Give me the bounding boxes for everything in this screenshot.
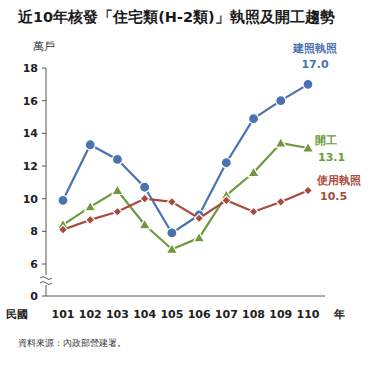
source: 資料來源：內政部營建署。: [18, 338, 126, 348]
y-tick: [42, 133, 46, 134]
marker: [85, 201, 96, 211]
series-line: [63, 143, 308, 249]
marker: [275, 138, 286, 148]
x-tick-label: 103: [106, 308, 129, 321]
plot-area: [58, 79, 314, 253]
series-label: 使用執照: [316, 174, 361, 187]
axis-break: [40, 277, 52, 285]
y-tick-label: 8: [30, 225, 38, 238]
y-axis-label: 萬戶: [33, 40, 55, 52]
series-label: 開工: [315, 134, 337, 147]
y-tick-label: 16: [23, 95, 39, 108]
marker: [222, 196, 231, 205]
x-tick-label: 101: [52, 308, 75, 321]
marker: [85, 140, 95, 150]
x-tick-label: 102: [79, 308, 102, 321]
x-axis-label: 年: [333, 308, 345, 321]
y-tick: [42, 166, 46, 167]
marker: [303, 143, 314, 153]
y-tick-label: 18: [23, 62, 38, 75]
y-tick: [42, 68, 46, 69]
axis-break-bg: [40, 275, 52, 285]
marker: [112, 185, 123, 195]
x-tick-label: 105: [160, 308, 183, 321]
marker: [249, 207, 258, 216]
marker: [58, 195, 68, 205]
chart: 近10年核發「住宅類(H-2類)」執照及開工趨勢萬戶 0 6 8 10 12 14 16 18 民…: [0, 0, 375, 370]
marker: [221, 158, 231, 168]
marker: [86, 215, 95, 224]
marker: [166, 244, 177, 254]
title: 近10年核發「住宅類(H-2類)」執照及開工趨勢: [17, 8, 335, 25]
x-axis-prefix: 民國: [6, 308, 28, 321]
marker: [139, 219, 150, 229]
y-tick-label: 10: [23, 193, 39, 206]
x-tick-label: 107: [215, 308, 238, 321]
y-tick-label: 14: [23, 127, 39, 140]
x-tick-label: 109: [269, 308, 292, 321]
y-tick: [42, 264, 46, 265]
series-line: [63, 191, 308, 230]
marker: [249, 114, 259, 124]
y-tick: [42, 231, 46, 232]
marker: [276, 96, 286, 106]
marker: [140, 194, 149, 203]
series-label: 建照執照: [292, 42, 337, 55]
marker: [59, 225, 68, 234]
x-tick-label: 106: [188, 308, 211, 321]
data-label: 13.1: [318, 151, 345, 164]
marker: [276, 197, 285, 206]
y-tick-label: 0: [30, 290, 38, 303]
marker: [304, 186, 313, 195]
y-axis: [46, 68, 47, 296]
marker: [140, 182, 150, 192]
marker: [113, 207, 122, 216]
x-tick-label: 108: [242, 308, 265, 321]
data-label: 10.5: [320, 190, 347, 203]
y-tick-label: 12: [23, 160, 38, 173]
y-tick: [42, 100, 46, 101]
marker: [195, 214, 204, 223]
marker: [303, 79, 313, 89]
marker: [167, 228, 177, 238]
x-axis: [46, 296, 325, 297]
series-line: [63, 84, 308, 233]
marker: [112, 154, 122, 164]
y-tick: [42, 198, 46, 199]
marker: [167, 197, 176, 206]
x-tick-label: 110: [297, 308, 320, 321]
y-tick: [42, 296, 46, 297]
x-tick-label: 104: [133, 308, 156, 321]
marker: [248, 167, 259, 177]
data-label: 17.0: [301, 58, 328, 71]
y-tick-label: 6: [30, 258, 38, 271]
marker: [194, 232, 205, 242]
